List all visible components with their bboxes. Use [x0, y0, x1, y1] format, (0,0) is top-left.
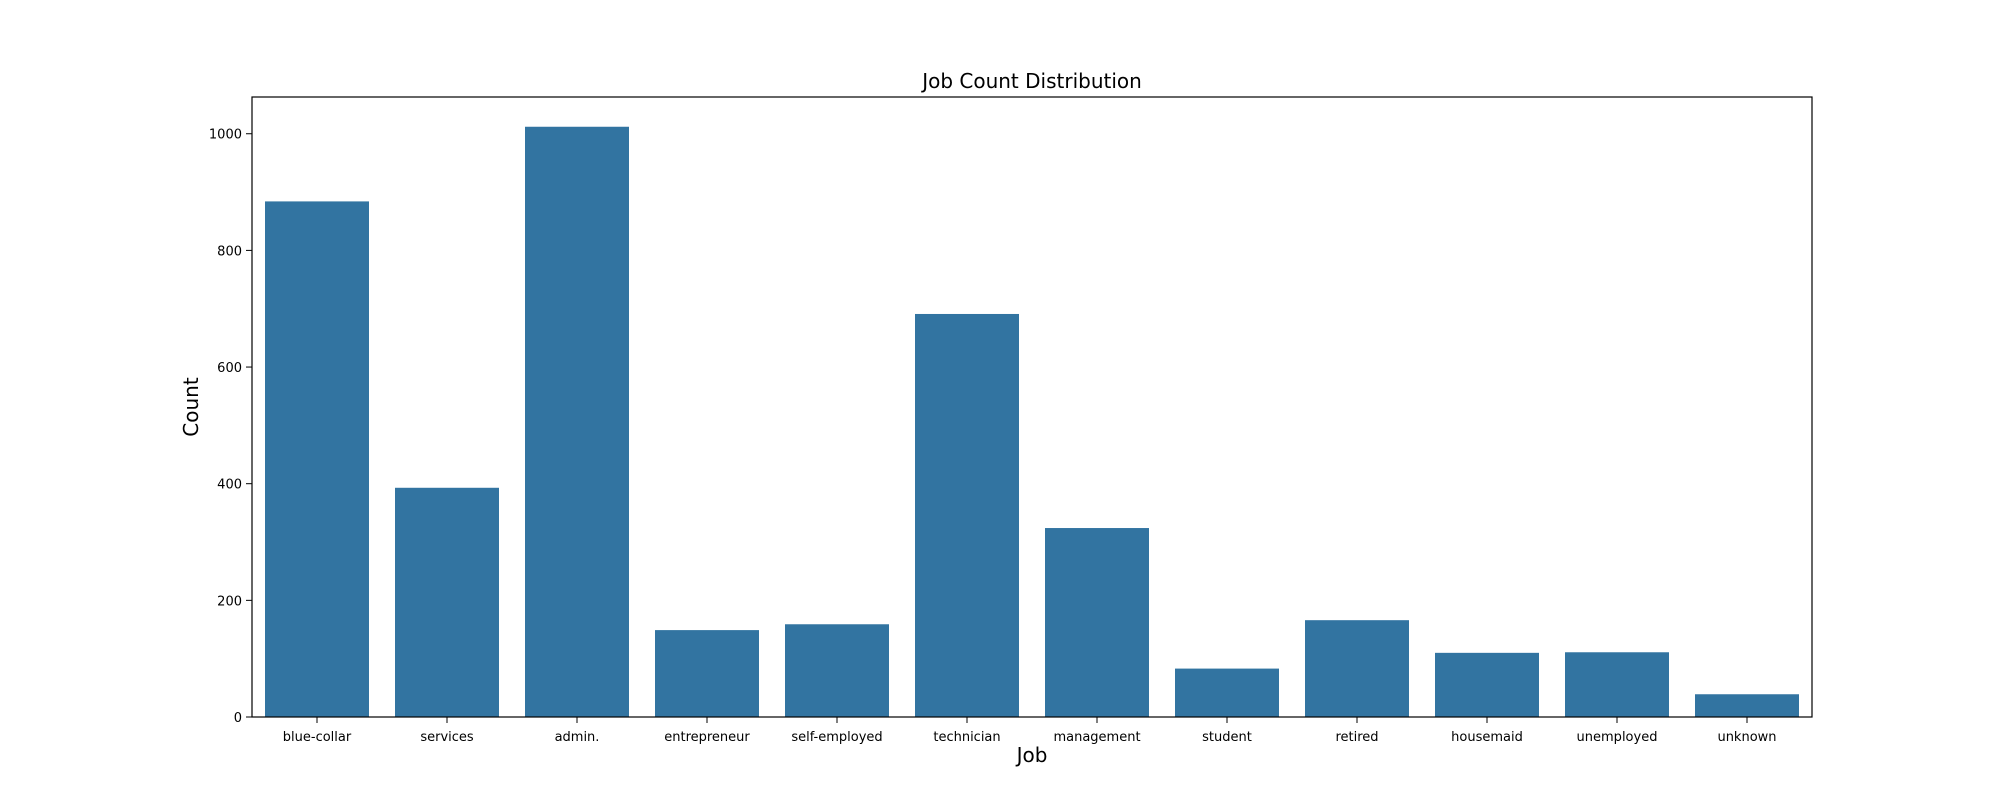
- y-ticks-group: 0 200 400 600 800 1000: [209, 128, 252, 726]
- x-tick-label: blue-collar: [283, 730, 352, 745]
- y-tick-label: 1000: [209, 128, 242, 143]
- y-tick-label: 400: [217, 478, 242, 493]
- x-ticks-group: blue-collar services admin. entrepreneur sel…: [283, 717, 1777, 745]
- bar-housemaid: [1435, 652, 1539, 717]
- bar-blue-collar: [265, 201, 369, 717]
- x-tick-label: unknown: [1717, 730, 1776, 745]
- x-tick-label: unemployed: [1577, 730, 1658, 745]
- y-tick-label: 800: [217, 244, 242, 259]
- bar-student: [1175, 668, 1279, 717]
- x-tick-label: entrepreneur: [664, 730, 750, 745]
- bar-management: [1045, 528, 1149, 717]
- x-tick-label: technician: [933, 730, 1000, 745]
- bar-services: [395, 487, 499, 717]
- bar-unemployed: [1565, 652, 1669, 717]
- y-tick-label: 200: [217, 594, 242, 609]
- x-tick-label: admin.: [555, 730, 600, 745]
- chart-title: Job Count Distribution: [920, 69, 1142, 93]
- bars-group: [265, 126, 1799, 717]
- x-tick-label: student: [1202, 730, 1252, 745]
- bar-self-employed: [785, 624, 889, 717]
- plot-frame: [251, 96, 1813, 718]
- x-tick-label: housemaid: [1451, 730, 1523, 745]
- x-tick-label: management: [1053, 730, 1140, 745]
- x-tick-label: retired: [1335, 730, 1378, 745]
- x-tick-label: self-employed: [791, 730, 882, 745]
- y-axis-label: Count: [179, 377, 203, 437]
- bar-retired: [1305, 620, 1409, 717]
- bar-unknown: [1695, 694, 1799, 717]
- bar-entrepreneur: [655, 630, 759, 717]
- x-tick-label: services: [420, 730, 474, 745]
- y-tick-label: 0: [234, 711, 242, 726]
- bar-technician: [915, 313, 1019, 717]
- bar-admin: [525, 126, 629, 717]
- y-tick-label: 600: [217, 361, 242, 376]
- x-axis-label: Job: [1015, 743, 1048, 767]
